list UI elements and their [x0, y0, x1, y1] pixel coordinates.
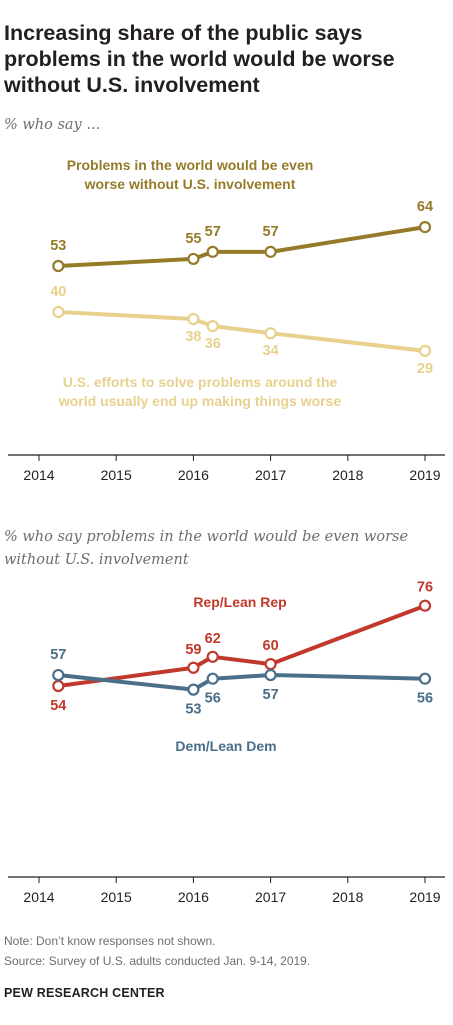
x-tick-label: 2015 — [101, 467, 132, 483]
series-name-label: Dem/Lean Dem — [175, 738, 276, 754]
series-name-label: Problems in the world would be even — [67, 157, 314, 173]
data-label: 59 — [185, 642, 201, 658]
x-tick-label: 2017 — [255, 467, 286, 483]
data-label: 38 — [185, 329, 201, 345]
series-line — [58, 309, 426, 353]
data-label: 36 — [205, 336, 221, 352]
data-label: 56 — [205, 691, 221, 707]
data-point — [187, 312, 200, 326]
data-point — [52, 668, 65, 682]
data-label: 54 — [50, 698, 66, 714]
data-label: 62 — [205, 631, 221, 647]
data-label: 55 — [185, 231, 201, 247]
data-point — [206, 650, 219, 663]
x-tick-label: 2017 — [255, 889, 286, 905]
data-point — [187, 661, 200, 674]
data-label: 64 — [417, 199, 433, 215]
chart-title: Increasing share of the public says prob… — [4, 21, 395, 97]
data-point — [264, 657, 277, 671]
x-tick-label: 2014 — [23, 467, 54, 483]
data-label: 29 — [417, 361, 433, 377]
data-point — [264, 245, 277, 258]
series-name-label: Rep/Lean Rep — [193, 594, 286, 610]
data-point — [418, 599, 432, 612]
data-point — [418, 672, 432, 685]
brand-logo-text: PEW RESEARCH CENTER — [4, 986, 165, 1000]
data-label: 57 — [263, 224, 279, 240]
series-line — [58, 603, 426, 688]
x-tick-label: 2016 — [178, 889, 209, 905]
data-point — [206, 245, 219, 258]
data-label: 57 — [263, 687, 279, 703]
data-point — [206, 672, 219, 685]
data-point — [187, 252, 200, 266]
data-point — [418, 221, 432, 234]
data-label: 57 — [50, 647, 66, 663]
data-label: 60 — [263, 638, 279, 654]
x-tick-label: 2016 — [178, 467, 209, 483]
x-tick-label: 2019 — [409, 889, 440, 905]
x-tick-label: 2018 — [332, 467, 363, 483]
data-label: 76 — [417, 580, 433, 596]
data-label: 53 — [50, 238, 66, 254]
data-point — [206, 320, 219, 333]
data-point — [264, 668, 277, 682]
series-name-label: U.S. efforts to solve problems around th… — [63, 374, 338, 390]
data-point — [187, 683, 200, 696]
data-label: 53 — [185, 702, 201, 718]
x-tick-label: 2018 — [332, 889, 363, 905]
data-label: 40 — [50, 284, 66, 300]
data-point — [52, 305, 65, 319]
x-tick-label: 2015 — [101, 889, 132, 905]
x-tick-label: 2014 — [23, 889, 54, 905]
series-name-label: worse without U.S. involvement — [84, 176, 296, 192]
x-tick-label: 2019 — [409, 467, 440, 483]
data-point — [52, 259, 65, 273]
source-text: Source: Survey of U.S. adults conducted … — [4, 954, 311, 968]
data-label: 56 — [417, 691, 433, 707]
data-point — [418, 344, 432, 357]
note-text: Note: Don’t know responses not shown. — [4, 934, 216, 948]
chart-1-subtitle: % who say ... — [4, 117, 101, 133]
series-name-label: world usually end up making things worse — [58, 393, 342, 409]
series-line — [58, 225, 426, 268]
data-point — [264, 327, 277, 340]
data-label: 34 — [263, 343, 279, 359]
data-label: 57 — [205, 224, 221, 240]
data-point — [52, 679, 65, 693]
chart-2-subtitle: % who say problems in the world would be… — [4, 529, 409, 568]
